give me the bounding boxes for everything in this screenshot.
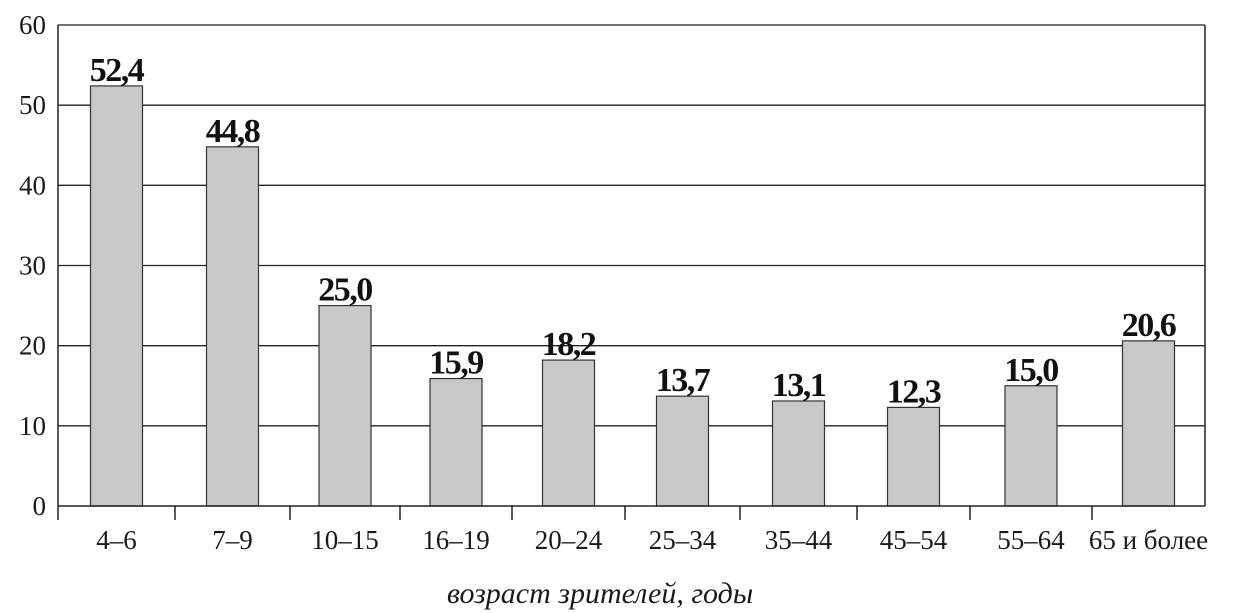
bar: [655, 395, 710, 507]
y-tick-label: 10: [19, 411, 46, 441]
data-label: 20,6: [1122, 307, 1176, 344]
x-tick-label: 55–64: [997, 525, 1065, 555]
data-label: 44,8: [206, 113, 260, 150]
y-tick-label: 60: [19, 10, 46, 40]
x-tick-label: 25–34: [649, 525, 717, 555]
bar: [1004, 385, 1058, 507]
data-labels: 52,4 44,8 25,0 15,9 18,2 13,7 13,1 12,3 15,0 20,6: [90, 52, 1178, 410]
data-label: 15,0: [1004, 352, 1058, 389]
bars: [89, 85, 1176, 507]
data-label: 18,2: [542, 326, 596, 363]
x-tick-label: 16–19: [422, 525, 490, 555]
x-tick-label: 45–54: [880, 525, 948, 555]
data-label: 12,3: [887, 373, 941, 410]
x-tick-label: 20–24: [535, 525, 603, 555]
bar: [89, 85, 144, 507]
bar: [1121, 340, 1176, 507]
data-label: 13,1: [772, 367, 826, 404]
data-label: 13,7: [656, 362, 711, 399]
bar: [318, 304, 372, 507]
axes: 0 10 20 30 40 50 60 4–6 7–9 10–15 16–19 20–24 25–34 3…: [19, 10, 1208, 555]
y-tick-label: 50: [19, 90, 46, 120]
bar: [429, 377, 483, 507]
y-tick-label: 40: [19, 170, 46, 200]
x-axis-title: возраст зрителей, годы: [447, 577, 753, 610]
bar: [541, 359, 596, 507]
x-tick-label: 4–6: [96, 525, 137, 555]
x-tick-label: 65 и более: [1089, 525, 1208, 555]
data-label: 15,9: [429, 345, 483, 382]
data-label: 25,0: [318, 272, 372, 309]
y-tick-label: 30: [19, 251, 46, 281]
data-label: 52,4: [90, 52, 145, 89]
bar: [771, 400, 826, 507]
y-tick-label: 0: [33, 491, 47, 521]
x-tick-label: 10–15: [311, 525, 379, 555]
bar: [886, 406, 941, 507]
bar: [205, 146, 260, 507]
x-tick-label: 7–9: [212, 525, 253, 555]
x-tick-label: 35–44: [765, 525, 833, 555]
y-tick-label: 20: [19, 331, 46, 361]
